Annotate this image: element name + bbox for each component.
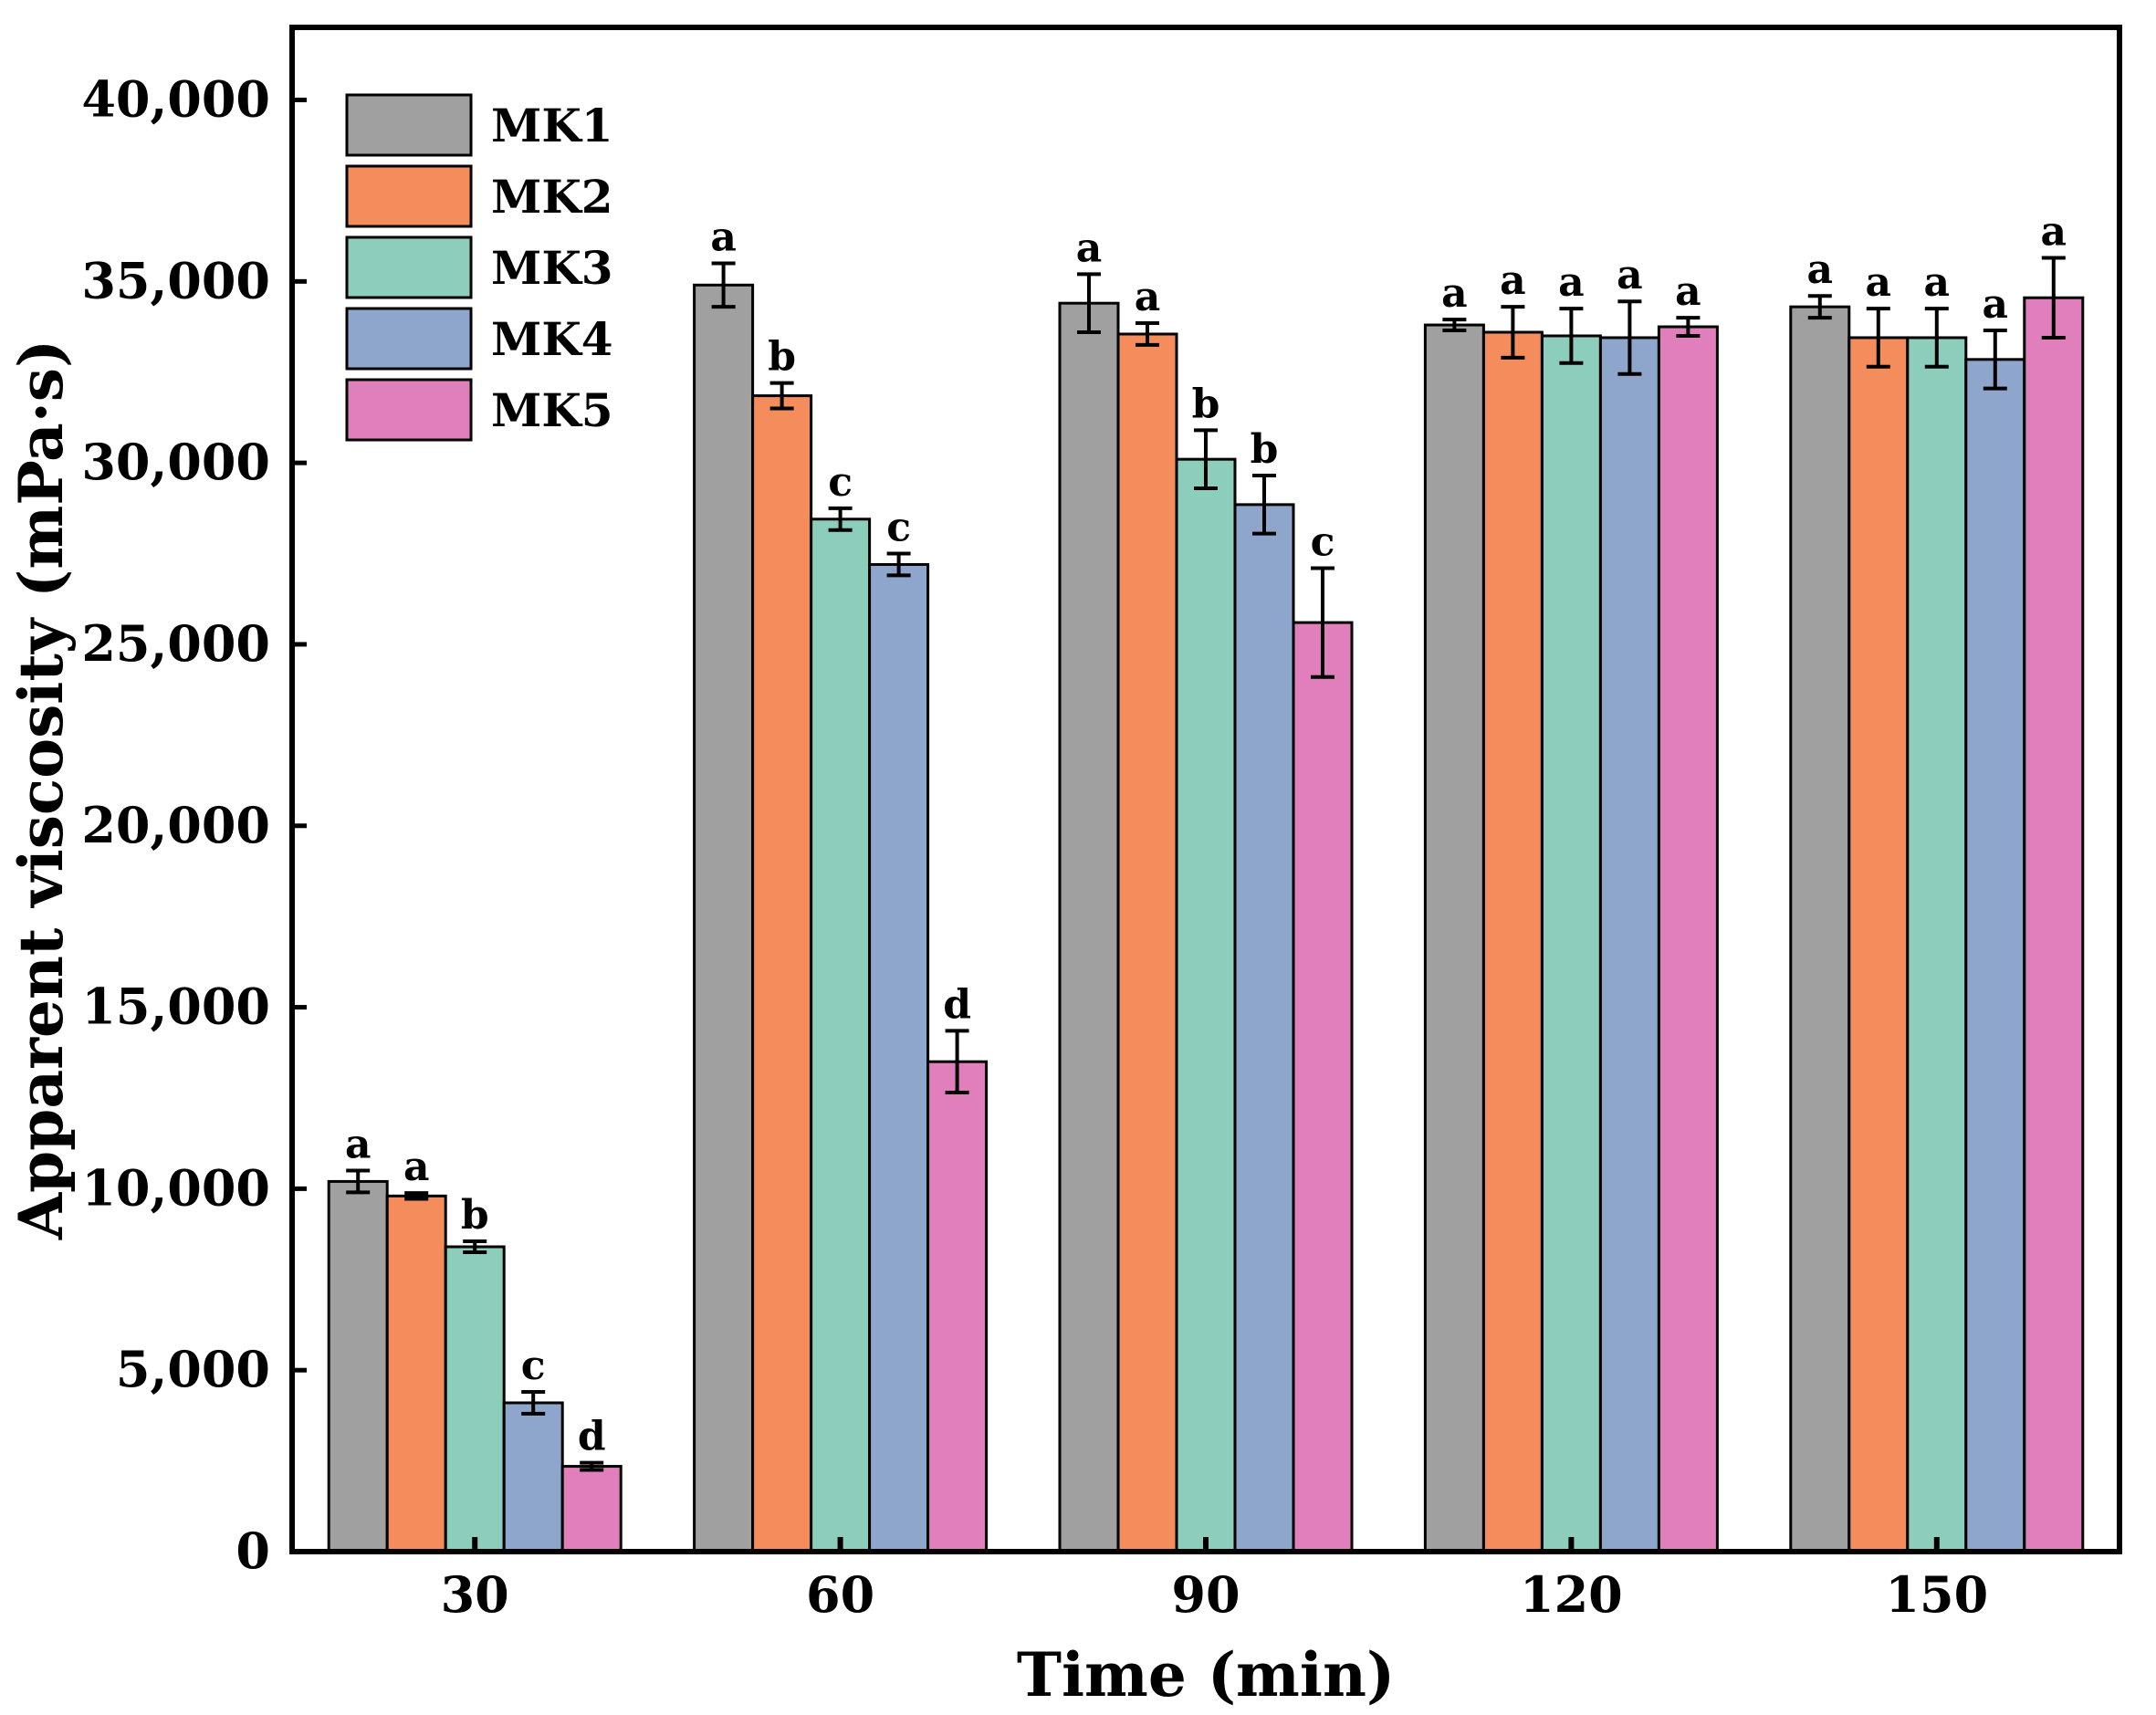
bar-mk5-30 bbox=[560, 1465, 623, 1553]
x-axis-ticks: 30 60 90 120 150 bbox=[441, 1537, 1988, 1624]
y-tick-label: 30,000 bbox=[81, 433, 270, 491]
bar-mk1-120 bbox=[1423, 323, 1485, 1553]
significance-label: b bbox=[461, 1192, 489, 1239]
y-tick-label: 40,000 bbox=[81, 70, 270, 129]
bar-mk2-90 bbox=[1116, 332, 1178, 1553]
bar-mk4-90 bbox=[1233, 503, 1295, 1553]
significance-label: a bbox=[1135, 274, 1161, 320]
y-axis-ticks: 0 5,000 10,000 15,000 20,000 25,000 30,000 35,0… bbox=[81, 70, 307, 1580]
x-tick-label: 30 bbox=[441, 1565, 509, 1624]
bar-mk3-90 bbox=[1175, 457, 1237, 1553]
y-tick-label: 35,000 bbox=[81, 251, 270, 309]
significance-label: c bbox=[521, 1343, 546, 1389]
significance-label: c bbox=[886, 505, 911, 551]
y-tick-label: 10,000 bbox=[81, 1158, 270, 1217]
bar-mk4-30 bbox=[502, 1401, 564, 1553]
bar-mk4-150 bbox=[1964, 358, 2026, 1553]
significance-label: d bbox=[578, 1414, 606, 1460]
significance-label: b bbox=[1251, 426, 1279, 473]
legend: MK1 MK2 MK3 MK4 MK5 bbox=[345, 93, 613, 442]
y-tick-label: 25,000 bbox=[81, 614, 270, 673]
significance-label: a bbox=[1866, 259, 1892, 306]
legend-swatch-mk5 bbox=[345, 378, 473, 442]
bar-mk2-60 bbox=[751, 394, 813, 1553]
bar-mk4-60 bbox=[868, 562, 930, 1553]
legend-label-mk1: MK1 bbox=[491, 99, 613, 152]
x-tick-label: 60 bbox=[806, 1565, 874, 1624]
significance-label: b bbox=[768, 334, 796, 381]
bar-mk1-90 bbox=[1058, 301, 1120, 1553]
bar-mk1-30 bbox=[327, 1179, 389, 1553]
bar-mk4-120 bbox=[1598, 336, 1660, 1553]
legend-swatch-mk4 bbox=[345, 307, 473, 371]
significance-label: c bbox=[1311, 518, 1335, 565]
significance-label: a bbox=[710, 214, 737, 260]
significance-label: a bbox=[2041, 208, 2067, 255]
bar-mk3-120 bbox=[1540, 334, 1602, 1553]
bar-mk2-150 bbox=[1847, 336, 1910, 1553]
legend-label-mk5: MK5 bbox=[491, 383, 613, 437]
significance-label: a bbox=[1441, 270, 1468, 317]
y-tick-label: 5,000 bbox=[116, 1340, 270, 1398]
bar-mk5-90 bbox=[1292, 621, 1354, 1553]
bar-mk2-120 bbox=[1481, 330, 1544, 1553]
bar-mk3-30 bbox=[444, 1245, 506, 1553]
y-tick-label: 15,000 bbox=[81, 978, 270, 1036]
significance-label: c bbox=[828, 459, 853, 506]
significance-label: a bbox=[1807, 246, 1834, 293]
significance-label: a bbox=[1675, 268, 1701, 315]
bar-mk1-60 bbox=[693, 283, 755, 1553]
bar-mk5-150 bbox=[2023, 296, 2085, 1553]
significance-label: a bbox=[1924, 259, 1951, 306]
y-axis-title: Apparent viscosity (mPa·s) bbox=[5, 340, 77, 1240]
bar-mk5-60 bbox=[926, 1060, 989, 1553]
x-tick-label: 150 bbox=[1885, 1565, 1988, 1624]
significance-label: a bbox=[403, 1144, 430, 1190]
legend-swatch-mk2 bbox=[345, 164, 473, 228]
error-bars-layer bbox=[346, 256, 2066, 1472]
bar-mk3-60 bbox=[810, 518, 872, 1553]
legend-label-mk4: MK4 bbox=[491, 312, 613, 366]
y-tick-label: 20,000 bbox=[81, 796, 270, 854]
significance-label: b bbox=[1192, 381, 1220, 427]
legend-label-mk2: MK2 bbox=[491, 170, 613, 224]
bar-mk3-150 bbox=[1906, 336, 1968, 1553]
bar-mk2-30 bbox=[385, 1194, 447, 1553]
legend-swatch-mk1 bbox=[345, 93, 473, 157]
bar-mk1-150 bbox=[1789, 305, 1851, 1553]
x-tick-label: 90 bbox=[1171, 1565, 1240, 1624]
significance-label: a bbox=[1558, 259, 1585, 306]
significance-label: a bbox=[345, 1122, 372, 1168]
y-tick-label: 0 bbox=[235, 1522, 270, 1580]
significance-label: a bbox=[1617, 252, 1643, 298]
significance-label: a bbox=[1076, 225, 1103, 271]
significance-label: a bbox=[1983, 281, 2009, 328]
bars-layer bbox=[327, 283, 2085, 1553]
significance-label: d bbox=[943, 981, 971, 1028]
legend-label-mk3: MK3 bbox=[491, 241, 613, 295]
bar-mk5-120 bbox=[1657, 325, 1719, 1553]
significance-label: a bbox=[1500, 257, 1526, 304]
x-axis-title: Time (min) bbox=[1017, 1639, 1395, 1710]
legend-swatch-mk3 bbox=[345, 235, 473, 299]
x-tick-label: 120 bbox=[1520, 1565, 1623, 1624]
